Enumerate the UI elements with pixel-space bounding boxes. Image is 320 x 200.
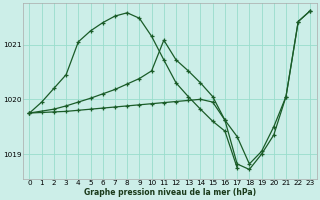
- X-axis label: Graphe pression niveau de la mer (hPa): Graphe pression niveau de la mer (hPa): [84, 188, 256, 197]
